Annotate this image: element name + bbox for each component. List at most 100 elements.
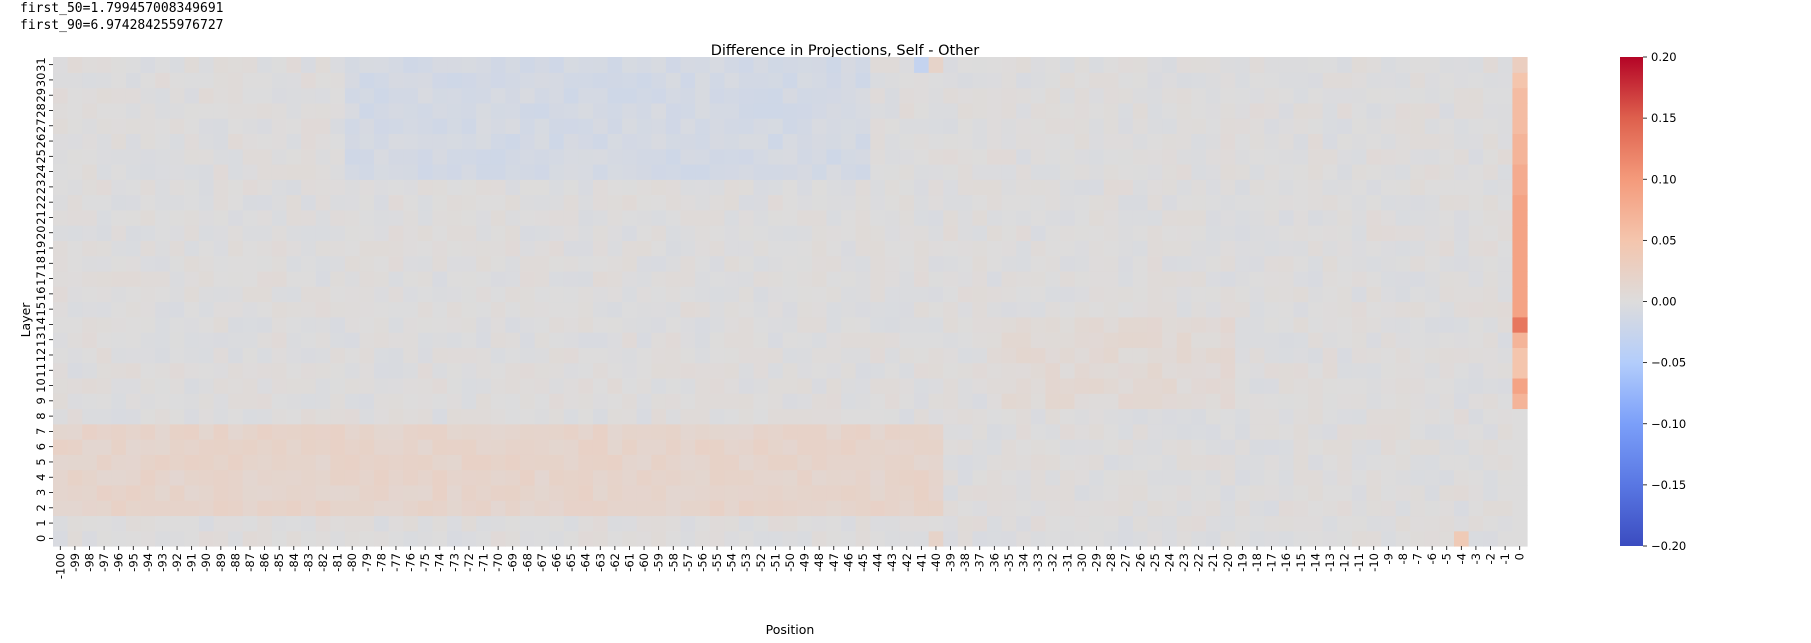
heatmap-cell [417,163,434,180]
heatmap-cell [1089,163,1105,180]
heatmap-cell [826,163,842,180]
heatmap-cell [563,377,579,394]
heatmap-cell [1016,408,1032,425]
heatmap-cell [1045,133,1061,150]
heatmap-cell [184,393,200,410]
heatmap-cell [738,72,755,89]
heatmap-cell [432,500,448,517]
heatmap-cell [1351,439,1368,455]
heatmap-cell [125,362,142,379]
heatmap-cell [1264,408,1280,425]
heatmap-cell [169,362,185,379]
heatmap-cell [155,515,171,532]
heatmap-cell [899,469,915,486]
heatmap-cell [1322,408,1338,425]
heatmap-cell [286,57,302,73]
heatmap-cell [1308,332,1324,348]
heatmap-cell [826,270,842,287]
heatmap-cell [96,301,112,318]
heatmap-cell [1439,347,1455,364]
heatmap-cell [563,423,579,440]
heatmap-cell [811,255,828,272]
heatmap-cell [315,240,331,257]
heatmap-cell [67,194,83,211]
heatmap-cell [403,87,419,104]
heatmap-cell [1351,484,1368,501]
heatmap-cell [388,179,404,196]
y-tick-label: 2 [34,504,48,511]
heatmap-cell [213,484,229,501]
heatmap-cell [1439,362,1455,379]
heatmap-cell [53,515,69,532]
heatmap-cell [1249,530,1265,547]
heatmap-cell [782,484,798,501]
heatmap-cell [797,515,813,532]
heatmap-cell [125,316,142,333]
heatmap-cell [476,393,492,410]
heatmap-cell [592,377,609,394]
heatmap-cell [53,423,69,440]
heatmap-cell [169,179,185,196]
heatmap-cell [1147,240,1163,257]
heatmap-cell [344,515,361,532]
heatmap-cell [67,133,83,150]
heatmap-cell [344,209,361,226]
heatmap-cell [490,133,507,150]
heatmap-cell [1001,57,1017,73]
heatmap-cell [198,454,215,471]
heatmap-cell [636,469,652,486]
heatmap-cell [140,163,156,180]
heatmap-cell [1205,454,1222,471]
heatmap-cell [899,148,915,165]
heatmap-cell [1497,225,1513,241]
heatmap-cell [987,423,1003,440]
heatmap-cell [680,102,696,119]
heatmap-cell [1191,225,1207,241]
heatmap-cell [1191,301,1207,318]
heatmap-cell [899,439,915,455]
heatmap-cell [1366,194,1382,211]
heatmap-cell [811,454,828,471]
heatmap-cell [1439,194,1455,211]
heatmap-cell [1103,484,1119,501]
heatmap-cell [987,270,1003,287]
heatmap-cell [957,148,974,165]
heatmap-cell [724,240,740,257]
heatmap-cell [1045,240,1061,257]
heatmap-cell [330,102,346,119]
heatmap-cell [1512,225,1528,241]
heatmap-cell [1381,439,1397,455]
heatmap-cell [213,469,229,486]
heatmap-cell [782,316,798,333]
heatmap-cell [1118,87,1134,104]
heatmap-cell [1424,484,1441,501]
heatmap-cell [841,362,857,379]
heatmap-cell [1103,408,1119,425]
heatmap-cell [622,362,638,379]
y-tick-label: 27 [34,118,48,133]
heatmap-cell [359,194,375,211]
heatmap-cell [636,194,652,211]
heatmap-cell [811,408,828,425]
heatmap-cell [1337,255,1353,272]
heatmap-cell [140,255,156,272]
heatmap-cell [607,286,623,303]
heatmap-cell [972,72,988,89]
heatmap-cell [447,270,463,287]
heatmap-cell [1118,377,1134,394]
heatmap-cell [315,500,331,517]
heatmap-cell [1512,72,1528,89]
heatmap-cell [432,332,448,348]
heatmap-cell [782,270,798,287]
heatmap-cell [1381,225,1397,241]
heatmap-cell [1322,377,1338,394]
heatmap-cell [213,362,229,379]
heatmap-cell [1395,530,1411,547]
heatmap-cell [301,347,317,364]
heatmap-cell [738,515,755,532]
heatmap-cell [184,347,200,364]
heatmap-cell [534,301,550,318]
heatmap-cell [417,316,434,333]
heatmap-cell [957,270,974,287]
heatmap-cell [111,316,127,333]
